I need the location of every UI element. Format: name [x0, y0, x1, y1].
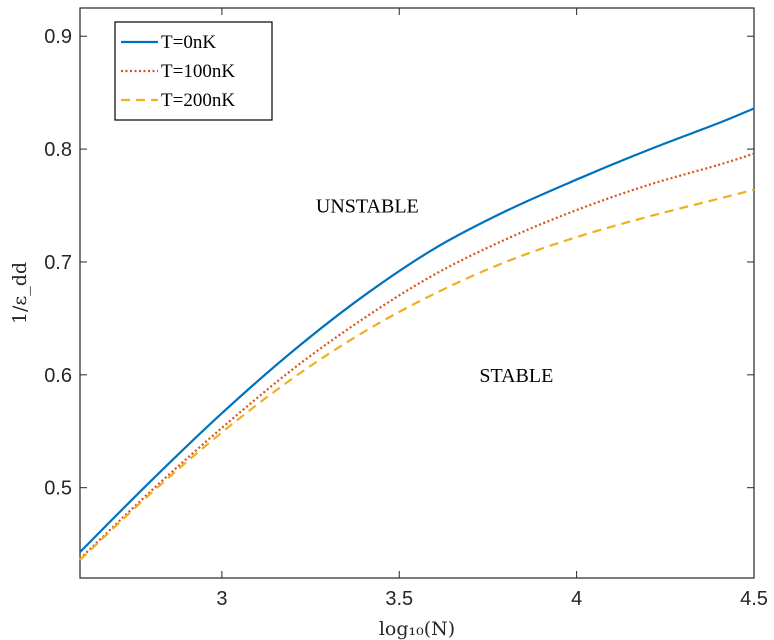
ticks: 3 3.5 4 4.5 0.5 0.6 0.7 0.8 0.9: [44, 8, 768, 610]
x-tick-label: 3: [216, 588, 227, 610]
legend-items: T=0nK T=100nK T=200nK: [121, 32, 235, 111]
x-tick-label: 4.5: [740, 588, 768, 610]
legend-label-t-100nk: T=100nK: [161, 61, 235, 82]
region-label-unstable: UNSTABLE: [316, 196, 419, 218]
y-tick-label: 0.8: [44, 139, 72, 161]
legend-label-t-200nk: T=200nK: [161, 90, 235, 111]
annotations: UNSTABLE STABLE: [316, 196, 553, 387]
y-axis-label: 1/ε_dd: [9, 262, 31, 324]
y-tick-label: 0.5: [44, 478, 72, 500]
legend-label-t-0nk: T=0nK: [161, 32, 216, 53]
series-layer: [79, 107, 755, 561]
x-tick-label: 4: [571, 588, 582, 610]
region-label-stable: STABLE: [479, 365, 553, 387]
legend-box: [114, 21, 273, 121]
series-line-t-200nk: [79, 188, 755, 561]
y-tick-label: 0.6: [44, 365, 72, 387]
y-tick-label: 0.7: [44, 252, 72, 274]
x-tick-label: 3.5: [385, 588, 413, 610]
legend: T=0nK T=100nK T=200nK: [114, 21, 273, 121]
x-axis-label: log₁₀(N): [379, 618, 455, 640]
series-line-t-0nk: [79, 107, 755, 553]
y-tick-label: 0.9: [44, 26, 72, 48]
